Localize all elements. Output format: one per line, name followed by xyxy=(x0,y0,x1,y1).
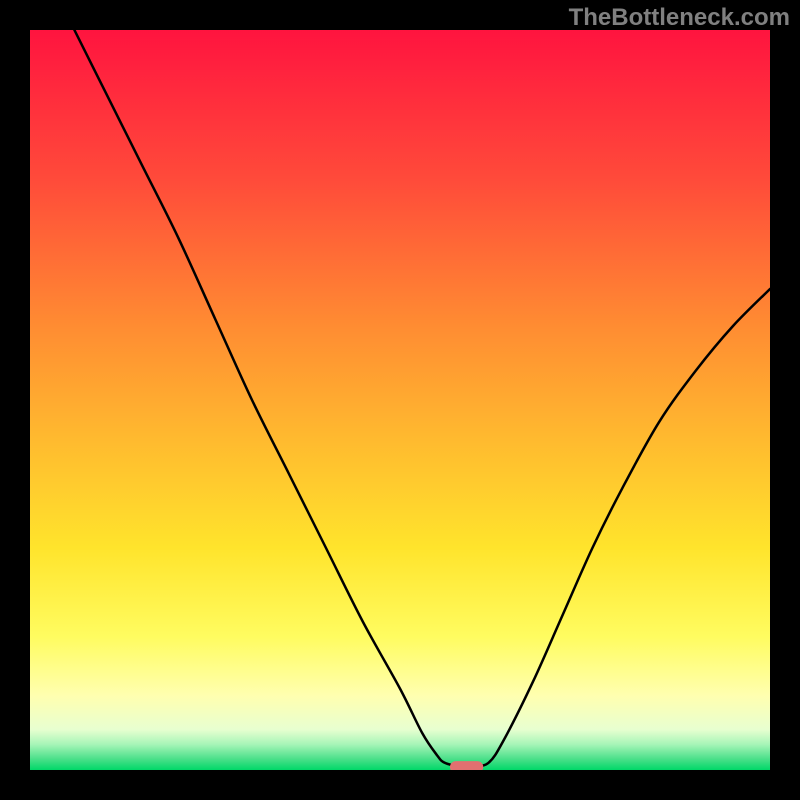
chart-container: TheBottleneck.com xyxy=(0,0,800,800)
gradient-background xyxy=(30,30,770,770)
bottleneck-chart xyxy=(30,30,770,770)
optimal-marker xyxy=(450,761,483,770)
watermark-text: TheBottleneck.com xyxy=(569,4,790,32)
